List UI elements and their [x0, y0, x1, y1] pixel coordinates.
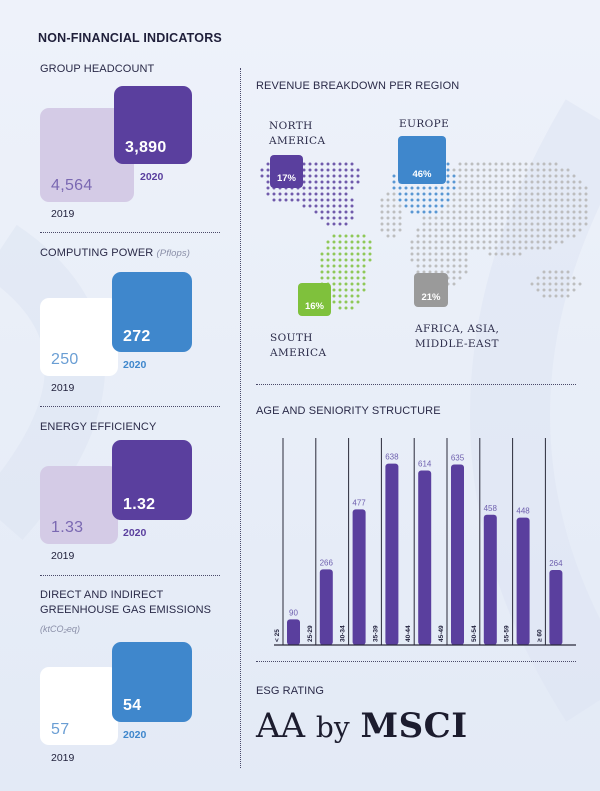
age-category-label-8: ≥ 60 — [536, 629, 543, 642]
ghg-2019-box — [40, 667, 118, 745]
age-bar-6 — [483, 514, 497, 645]
divider — [256, 384, 576, 385]
age-bar-value-2: 477 — [352, 498, 366, 507]
computing-power-2019-value: 250 — [51, 351, 79, 368]
divider — [40, 232, 220, 233]
energy-efficiency-2019-value: 1.33 — [51, 519, 84, 536]
age-bar-2 — [352, 509, 366, 645]
age-bar-4 — [418, 470, 432, 645]
age-bar-value-1: 266 — [320, 558, 334, 567]
computing-power-2020-value: 272 — [123, 328, 151, 345]
ghg-2019-year: 2019 — [51, 752, 75, 764]
age-bar-value-6: 458 — [484, 504, 498, 513]
age-bar-3 — [385, 463, 399, 645]
divider — [256, 661, 576, 662]
ghg-2020-year: 2020 — [123, 729, 147, 741]
headcount-label: GROUP HEADCOUNT — [40, 63, 155, 75]
africa-asia-label-line1: AFRICA, ASIA, — [415, 323, 500, 335]
ghg-label-line1: DIRECT AND INDIRECT — [40, 589, 164, 601]
age-category-label-6: 50-54 — [471, 625, 478, 642]
north-america-label-line1: NORTH — [269, 120, 313, 132]
age-category-label-7: 55-59 — [504, 625, 511, 642]
energy-efficiency-2019-year: 2019 — [51, 550, 75, 562]
computing-power-2020-box — [112, 272, 192, 352]
north-america-label: NORTH AMERICA — [269, 119, 325, 149]
ghg-2019-value: 57 — [51, 721, 70, 738]
age-bar-value-8: 264 — [549, 559, 563, 568]
revenue-title: REVENUE BREAKDOWN PER REGION — [256, 80, 460, 92]
age-structure-title: AGE AND SENIORITY STRUCTURE — [256, 405, 441, 417]
age-bar-chart: 90 < 25 266 25-29 477 30-34 638 35-39 614 40-44 63… — [274, 438, 576, 646]
headcount-2020-value: 3,890 — [125, 139, 167, 156]
age-category-label-2: 30-34 — [340, 625, 347, 642]
africa-asia-badge: 21% — [414, 273, 448, 307]
age-category-label-4: 40-44 — [405, 625, 412, 642]
age-bar-5 — [451, 464, 464, 645]
energy-efficiency-2020-box — [112, 440, 192, 520]
south-america-label-line1: SOUTH — [270, 332, 313, 344]
ghg-2020-box — [112, 642, 192, 722]
computing-power-unit: (Pflops) — [156, 248, 191, 259]
africa-asia-label: AFRICA, ASIA, MIDDLE-EAST — [415, 322, 499, 352]
south-america-label: SOUTH AMERICA — [270, 331, 326, 361]
age-bar-0 — [287, 619, 300, 645]
age-category-label-5: 45-49 — [438, 625, 445, 642]
energy-efficiency-2020-value: 1.32 — [123, 496, 156, 513]
age-bar-7 — [516, 517, 530, 645]
age-bar-value-5: 635 — [451, 453, 465, 462]
energy-efficiency-label: ENERGY EFFICIENCY — [40, 421, 157, 433]
north-america-label-line2: AMERICA — [269, 135, 326, 147]
computing-power-2019-box — [40, 298, 118, 376]
computing-power-2019-year: 2019 — [51, 382, 75, 394]
energy-efficiency-2019-box — [40, 466, 118, 544]
esg-rating-agency: MSCI — [360, 706, 468, 746]
age-bar-8 — [549, 569, 563, 645]
esg-label: ESG RATING — [256, 685, 325, 697]
europe-badge: 46% — [398, 136, 446, 184]
headcount-2020-box — [114, 86, 192, 164]
south-america-label-line2: AMERICA — [270, 347, 327, 359]
europe-label: EUROPE — [399, 118, 450, 130]
africa-asia-label-line2: MIDDLE-EAST — [415, 338, 499, 350]
computing-power-2020-year: 2020 — [123, 359, 147, 371]
headcount-2019-year: 2019 — [51, 208, 75, 220]
age-bar-1 — [319, 569, 333, 645]
age-category-label-3: 35-39 — [372, 625, 379, 642]
south-america-badge: 16% — [298, 283, 331, 316]
ghg-unit: (ktCO₂eq) — [40, 624, 80, 634]
computing-power-label: COMPUTING POWER (Pflops) — [40, 247, 190, 259]
energy-efficiency-2020-year: 2020 — [123, 527, 147, 539]
ghg-2020-value: 54 — [123, 697, 142, 714]
north-america-badge: 17% — [270, 155, 303, 188]
age-category-label-0: < 25 — [274, 629, 281, 642]
computing-power-label-text: COMPUTING POWER — [40, 247, 154, 259]
headcount-2019-value: 4,564 — [51, 177, 93, 194]
headcount-2020-year: 2020 — [140, 171, 164, 183]
esg-rating-by: by — [315, 711, 350, 744]
age-bar-value-0: 90 — [289, 608, 298, 617]
divider — [40, 575, 220, 576]
age-category-label-1: 25-29 — [307, 625, 314, 642]
ghg-label-line2: GREENHOUSE GAS EMISSIONS — [40, 604, 212, 616]
page-title: NON-FINANCIAL INDICATORS — [38, 31, 222, 45]
column-divider — [240, 68, 241, 768]
esg-rating: AA by MSCI — [256, 706, 468, 746]
age-bar-value-3: 638 — [385, 453, 399, 462]
age-bar-value-4: 614 — [418, 459, 432, 468]
age-bar-value-7: 448 — [516, 507, 530, 516]
esg-rating-grade: AA — [256, 706, 306, 746]
divider — [40, 406, 220, 407]
